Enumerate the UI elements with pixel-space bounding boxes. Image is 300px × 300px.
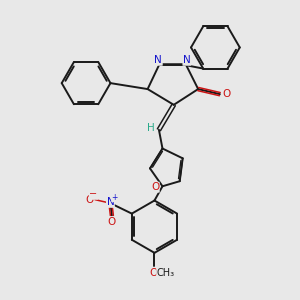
Text: N: N [106,197,114,207]
Text: O: O [108,217,116,226]
Text: −: − [89,189,98,199]
Text: O: O [151,182,159,192]
Text: CH₃: CH₃ [157,268,175,278]
Text: N: N [154,55,162,65]
Text: O: O [150,268,158,278]
Text: N: N [183,55,191,65]
Text: O: O [85,195,93,205]
Text: H: H [147,123,154,133]
Text: +: + [112,193,118,202]
Text: O: O [222,89,230,99]
